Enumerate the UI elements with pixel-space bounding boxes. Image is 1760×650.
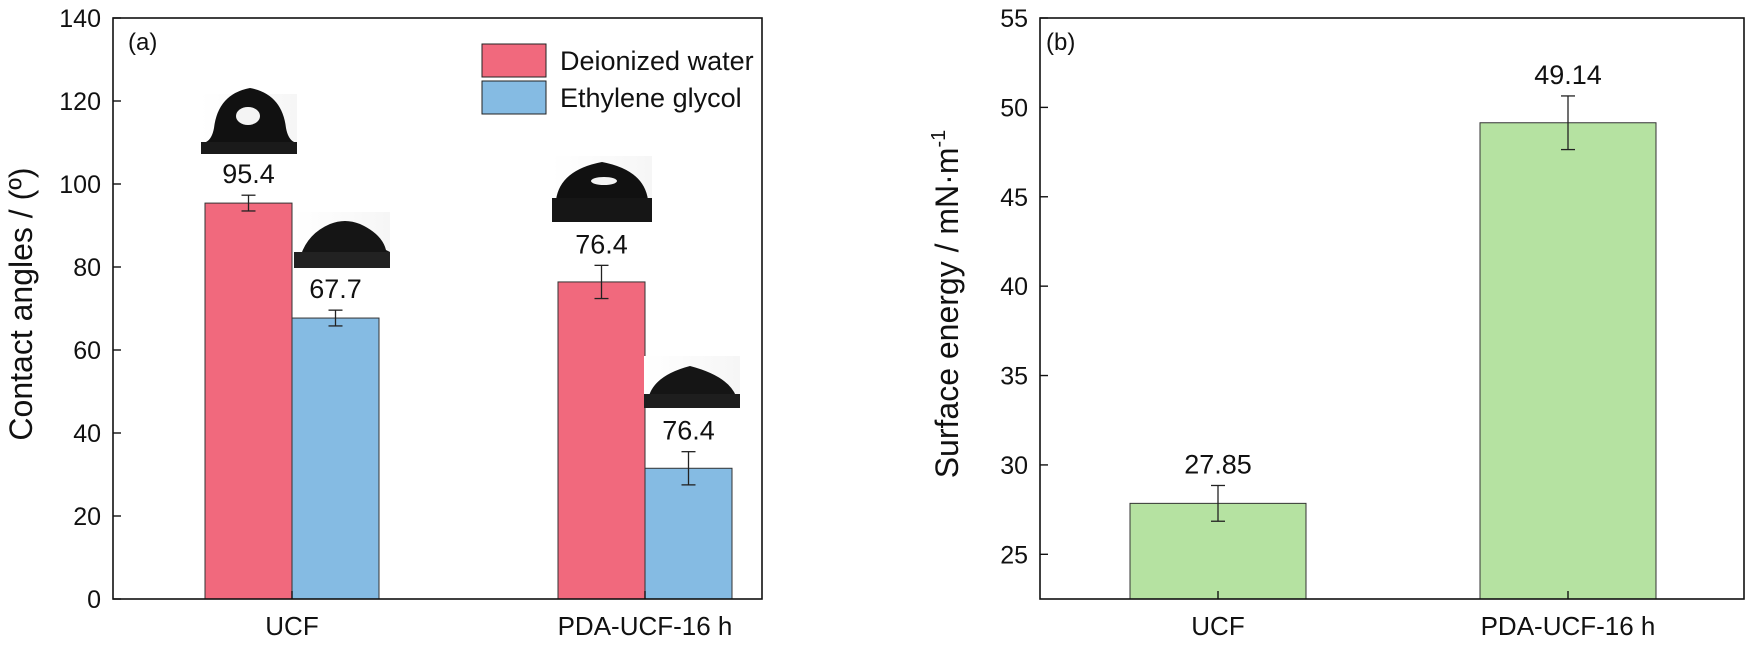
droplet-image-ucf-water bbox=[201, 88, 297, 154]
a-data-label: 95.4 bbox=[222, 159, 275, 189]
b-data-label: 27.85 bbox=[1184, 449, 1252, 479]
b-plot-frame bbox=[1039, 17, 1745, 600]
a-x-tick-label: PDA-UCF-16 h bbox=[558, 611, 733, 641]
panel-b-y-axis-label: Surface energy / mN·m-1 bbox=[928, 130, 965, 479]
b-x-tick-label: PDA-UCF-16 h bbox=[1481, 611, 1656, 641]
panel-a-chart: 95.4 67.7 76.4 76.4 0 20 40 60 80 100 120 140 UCF PD… bbox=[3, 5, 763, 641]
a-y-tick-label: 40 bbox=[73, 420, 101, 448]
a-x-tick-label: UCF bbox=[265, 611, 318, 641]
legend-label-water: Deionized water bbox=[560, 46, 754, 76]
a-plot-frame bbox=[112, 17, 763, 600]
panel-b-y-axis-label-main: Surface energy / mN·m bbox=[929, 148, 965, 479]
b-y-tick-label: 50 bbox=[1000, 94, 1028, 122]
b-data-label: 49.14 bbox=[1534, 60, 1602, 90]
a-data-label: 76.4 bbox=[575, 229, 628, 259]
legend-swatch-water bbox=[481, 43, 547, 78]
a-bar bbox=[557, 281, 646, 600]
panel-b-axes: 25 30 35 40 45 50 55 UCF PDA-UCF-16 h bbox=[1000, 5, 1745, 641]
a-data-label: 67.7 bbox=[309, 274, 362, 304]
b-y-tick-label: 45 bbox=[1000, 184, 1028, 212]
panel-a-y-axis-label: Contact angles / (º) bbox=[3, 167, 39, 440]
a-y-tick-label: 0 bbox=[87, 586, 101, 614]
panel-a-legend: Deionized water Ethylene glycol bbox=[481, 43, 754, 115]
a-bar bbox=[644, 467, 733, 600]
droplet-image-pda-glycol bbox=[644, 356, 740, 408]
legend-swatch-glycol bbox=[481, 80, 547, 115]
b-bar bbox=[1479, 122, 1657, 600]
panel-b-bars bbox=[1129, 122, 1657, 600]
panel-b-data-labels: 27.85 49.14 bbox=[1184, 60, 1602, 480]
a-y-tick-label: 80 bbox=[73, 254, 101, 282]
panel-b-y-axis-label-superscript: -1 bbox=[928, 130, 950, 148]
b-y-tick-label: 30 bbox=[1000, 452, 1028, 480]
panel-a-axes: 0 20 40 60 80 100 120 140 UCF PDA-UCF-16 h bbox=[59, 5, 763, 641]
panel-a-label: (a) bbox=[128, 29, 157, 56]
droplet-image-ucf-glycol bbox=[294, 212, 390, 268]
panel-b-label: (b) bbox=[1046, 29, 1075, 56]
panel-b-error-bars bbox=[1211, 95, 1575, 522]
panel-b-chart: 27.85 49.14 25 30 35 40 45 50 55 UCF PDA-UCF-16 h… bbox=[928, 5, 1745, 641]
panel-a-error-bars bbox=[241, 194, 696, 486]
a-y-tick-label: 20 bbox=[73, 503, 101, 531]
panel-a-data-labels: 95.4 67.7 76.4 76.4 bbox=[222, 159, 715, 445]
a-y-tick-label: 140 bbox=[59, 5, 101, 33]
b-y-tick-label: 40 bbox=[1000, 273, 1028, 301]
b-y-tick-label: 25 bbox=[1000, 541, 1028, 569]
a-y-tick-label: 120 bbox=[59, 88, 101, 116]
a-data-label: 76.4 bbox=[662, 416, 715, 446]
a-y-tick-label: 60 bbox=[73, 337, 101, 365]
b-y-tick-label: 35 bbox=[1000, 363, 1028, 391]
a-bar bbox=[204, 202, 293, 600]
a-bar bbox=[291, 317, 380, 600]
droplet-image-pda-water bbox=[552, 156, 652, 222]
legend-label-glycol: Ethylene glycol bbox=[560, 83, 742, 113]
a-y-tick-label: 100 bbox=[59, 171, 101, 199]
b-y-tick-label: 55 bbox=[1000, 5, 1028, 33]
b-x-tick-label: UCF bbox=[1191, 611, 1244, 641]
